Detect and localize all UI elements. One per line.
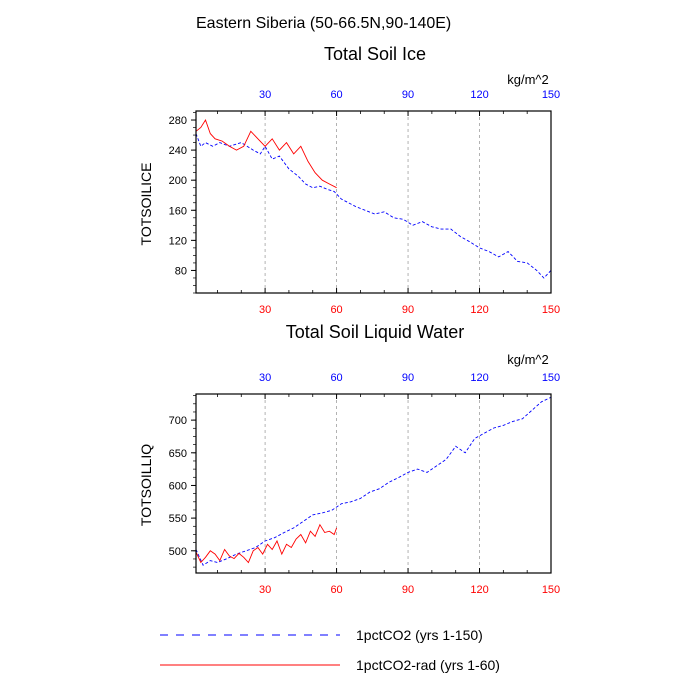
figure-title: Eastern Siberia (50-66.5N,90-140E) <box>196 15 451 32</box>
x-tick-label-top: 60 <box>330 372 342 384</box>
x-tick-label-top: 150 <box>542 89 560 101</box>
x-tick-label: 60 <box>330 584 342 596</box>
y-tick-label: 200 <box>169 175 187 187</box>
y-tick-label: 160 <box>169 205 187 217</box>
x-tick-label-top: 120 <box>470 372 488 384</box>
y-tick-label: 700 <box>169 415 187 427</box>
x-tick-label-top: 30 <box>259 372 271 384</box>
y-tick-label: 550 <box>169 513 187 525</box>
y-tick-label: 650 <box>169 448 187 460</box>
series-line-2 <box>195 118 337 189</box>
x-tick-label-top: 90 <box>402 372 414 384</box>
series-line-1 <box>195 133 552 279</box>
x-tick-label: 60 <box>330 304 342 316</box>
x-tick-label: 150 <box>542 304 560 316</box>
x-tick-label: 90 <box>402 584 414 596</box>
panel-title: Total Soil Ice <box>324 44 426 64</box>
x-tick-label: 120 <box>470 304 488 316</box>
plot-frame <box>195 393 552 574</box>
plot-area: 30 30 60 60 90 90 120 120 150 150 500 550 600 650 700 <box>169 372 561 596</box>
legend: 1pctCO2 (yrs 1-150) 1pctCO2-rad (yrs 1-6… <box>160 627 500 673</box>
x-tick-label: 30 <box>259 584 271 596</box>
y-axis-label: TOTSOILLIQ <box>138 444 154 526</box>
x-tick-label: 90 <box>402 304 414 316</box>
x-tick-label-top: 90 <box>402 89 414 101</box>
legend-label-series-1: 1pctCO2 (yrs 1-150) <box>356 627 483 643</box>
legend-label-series-2: 1pctCO2-rad (yrs 1-60) <box>356 657 500 673</box>
units-label: kg/m^2 <box>507 72 549 87</box>
y-axis-label: TOTSOILICE <box>138 163 154 246</box>
y-tick-label: 80 <box>175 265 187 277</box>
panel-title: Total Soil Liquid Water <box>286 322 464 342</box>
y-tick-label: 120 <box>169 235 187 247</box>
x-tick-label-top: 150 <box>542 372 560 384</box>
plot-area: 30 30 60 60 90 90 120 120 150 150 80 120 160 200 240 28… <box>169 89 561 316</box>
x-tick-label: 120 <box>470 584 488 596</box>
y-tick-label: 500 <box>169 546 187 558</box>
series-line-1 <box>195 396 552 566</box>
y-tick-label: 240 <box>169 145 187 157</box>
plot-frame <box>195 110 552 294</box>
soil-ice-panel: Total Soil Ice kg/m^2 TOTSOILICE 30 30 60 6… <box>138 44 560 316</box>
x-tick-label: 30 <box>259 304 271 316</box>
x-tick-label-top: 60 <box>330 89 342 101</box>
x-tick-label-top: 120 <box>470 89 488 101</box>
soil-liquid-panel: Total Soil Liquid Water kg/m^2 TOTSOILLI… <box>138 322 560 596</box>
series-line-2 <box>195 523 338 564</box>
x-tick-label: 150 <box>542 584 560 596</box>
y-tick-label: 280 <box>169 115 187 127</box>
x-tick-label-top: 30 <box>259 89 271 101</box>
y-tick-label: 600 <box>169 480 187 492</box>
units-label: kg/m^2 <box>507 352 549 367</box>
